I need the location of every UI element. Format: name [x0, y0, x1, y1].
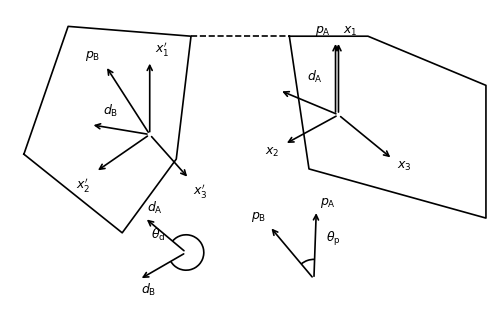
Text: $\theta_\mathrm{p}$: $\theta_\mathrm{p}$ [326, 230, 340, 248]
Text: $x_2$: $x_2$ [265, 146, 280, 160]
Text: $p_\mathrm{A}$: $p_\mathrm{A}$ [320, 196, 336, 210]
Text: $d_\mathrm{A}$: $d_\mathrm{A}$ [307, 69, 323, 85]
Text: $x_2'$: $x_2'$ [76, 176, 90, 194]
Text: $x_1'$: $x_1'$ [154, 40, 169, 58]
Text: $d_\mathrm{B}$: $d_\mathrm{B}$ [103, 103, 118, 119]
Text: $p_\mathrm{B}$: $p_\mathrm{B}$ [252, 210, 266, 224]
Text: $\theta_\mathrm{d}$: $\theta_\mathrm{d}$ [152, 227, 166, 243]
Text: $x_3'$: $x_3'$ [193, 182, 208, 200]
Text: $d_\mathrm{A}$: $d_\mathrm{A}$ [146, 200, 162, 216]
Text: $x_3$: $x_3$ [398, 160, 412, 173]
Text: $p_\mathrm{A}$: $p_\mathrm{A}$ [314, 24, 330, 38]
Text: $p_\mathrm{B}$: $p_\mathrm{B}$ [85, 49, 100, 63]
Text: $x_1$: $x_1$ [344, 25, 358, 38]
Text: $d_\mathrm{B}$: $d_\mathrm{B}$ [141, 282, 156, 298]
